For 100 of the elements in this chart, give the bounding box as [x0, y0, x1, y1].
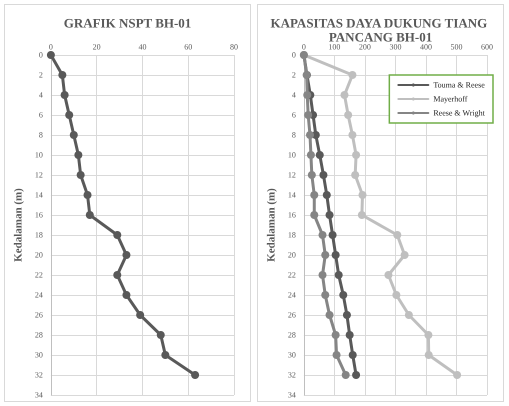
- chart-title: GRAFIK NSPT BH-01: [64, 16, 192, 30]
- point: [122, 291, 130, 299]
- point: [156, 331, 165, 339]
- y-tick-label: 32: [288, 370, 296, 380]
- point: [352, 151, 360, 159]
- point: [303, 91, 312, 99]
- point: [161, 351, 170, 359]
- point: [122, 251, 130, 259]
- y-tick-label: 22: [34, 270, 43, 280]
- y-axis-title: Kedalaman (m): [266, 188, 278, 262]
- y-tick-label: 16: [288, 210, 296, 220]
- point: [321, 291, 330, 299]
- y-tick-label: 34: [288, 390, 296, 400]
- y-tick-label: 2: [38, 70, 43, 80]
- point: [310, 191, 318, 199]
- y-tick-label: 34: [34, 390, 43, 400]
- y-tick-label: 14: [34, 190, 43, 200]
- point: [352, 371, 360, 379]
- point: [326, 311, 334, 319]
- legend-label: Touma & Reese: [433, 80, 486, 90]
- y-tick-label: 26: [34, 310, 43, 320]
- point: [342, 371, 350, 379]
- point: [306, 131, 314, 139]
- point: [84, 191, 92, 199]
- x-tick-label: 500: [450, 42, 462, 52]
- point: [319, 171, 328, 179]
- y-tick-label: 24: [34, 290, 43, 300]
- point: [318, 231, 327, 239]
- y-tick-label: 8: [38, 130, 43, 140]
- x-tick-label: 100: [328, 42, 340, 52]
- y-tick-label: 6: [38, 110, 43, 120]
- x-tick-label: 20: [92, 42, 101, 52]
- x-tick-label: 200: [358, 42, 371, 52]
- x-tick-label: 0: [48, 42, 53, 52]
- y-tick-label: 22: [288, 270, 296, 280]
- point: [404, 311, 413, 319]
- point: [393, 231, 402, 239]
- x-tick-label: 40: [138, 42, 146, 52]
- point: [384, 271, 392, 279]
- x-tick-label: 0: [302, 42, 306, 52]
- point: [316, 151, 324, 159]
- point: [321, 251, 330, 259]
- point: [332, 331, 340, 339]
- point: [348, 351, 357, 359]
- y-tick-label: 20: [34, 250, 43, 260]
- point: [351, 171, 360, 179]
- x-tick-label: 300: [389, 42, 402, 52]
- y-tick-label: 28: [288, 330, 296, 340]
- y-tick-label: 6: [292, 110, 296, 120]
- point: [308, 171, 316, 179]
- point: [70, 131, 78, 139]
- y-tick-label: 4: [292, 90, 296, 100]
- point: [310, 211, 318, 219]
- point: [392, 291, 400, 299]
- y-tick-label: 24: [288, 290, 296, 300]
- y-tick-label: 18: [34, 230, 43, 240]
- point: [318, 271, 327, 279]
- point: [46, 51, 55, 59]
- y-tick-label: 10: [34, 150, 43, 160]
- point: [113, 271, 122, 279]
- y-tick-label: 30: [288, 350, 296, 360]
- chart-title: KAPASITAS DAYA DUKUNG TIANG PANCANG BH-01: [270, 16, 491, 44]
- point: [332, 351, 341, 359]
- point: [424, 331, 432, 339]
- y-tick-label: 18: [288, 230, 296, 240]
- y-tick-label: 10: [288, 150, 296, 160]
- x-tick-label: 600: [481, 42, 493, 52]
- y-tick-label: 14: [288, 190, 296, 200]
- point: [346, 331, 354, 339]
- x-tick-label: 80: [230, 42, 238, 52]
- point: [65, 111, 74, 119]
- point: [342, 311, 351, 319]
- y-tick-label: 32: [34, 370, 43, 380]
- legend-label: Reese & Wright: [433, 108, 486, 118]
- point: [328, 231, 337, 239]
- y-tick-label: 0: [38, 50, 43, 60]
- legend-label: Mayerhoff: [433, 94, 468, 104]
- point: [424, 351, 433, 359]
- point: [304, 111, 312, 119]
- point: [332, 251, 340, 259]
- y-tick-label: 0: [292, 50, 296, 60]
- y-tick-label: 26: [288, 310, 296, 320]
- y-tick-label: 12: [34, 170, 43, 180]
- point: [76, 171, 85, 179]
- point: [113, 231, 122, 239]
- y-tick-label: 16: [34, 210, 43, 220]
- point: [348, 131, 356, 139]
- point: [74, 151, 82, 159]
- point: [358, 211, 366, 219]
- x-tick-label: 400: [420, 42, 432, 52]
- point: [326, 211, 334, 219]
- y-tick-label: 8: [292, 130, 296, 140]
- point: [344, 111, 352, 119]
- y-tick-label: 2: [292, 70, 296, 80]
- point: [86, 211, 94, 219]
- point: [322, 191, 331, 199]
- point: [400, 251, 409, 259]
- point: [348, 71, 356, 79]
- y-tick-label: 4: [38, 90, 43, 100]
- point: [58, 71, 66, 79]
